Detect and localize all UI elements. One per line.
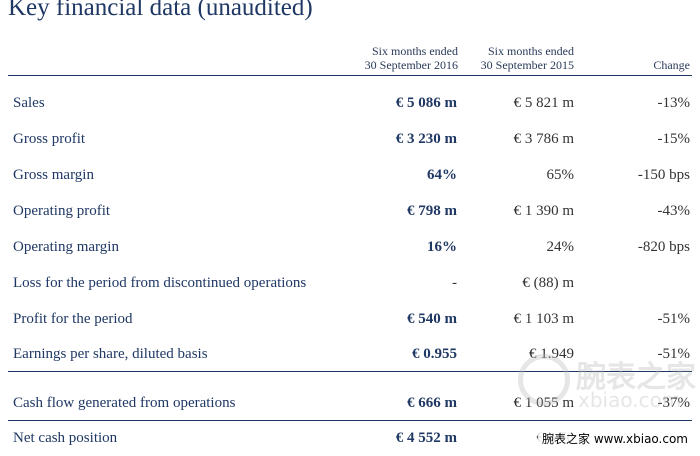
row-label: Net cash position	[13, 430, 118, 446]
table-row: Profit for the period € 540 m € 1 103 m …	[0, 301, 700, 337]
header-divider	[8, 75, 692, 76]
row-change-value: -15%	[657, 131, 691, 147]
column-header-change: Change	[653, 58, 690, 72]
column-header-current: Six months ended 30 September 2016	[365, 44, 458, 72]
row-current-value: € 0.955	[412, 346, 457, 362]
row-current-value: € 666 m	[407, 395, 457, 411]
table-row: Loss for the period from discontinued op…	[0, 265, 700, 301]
page-title: Key financial data (unaudited)	[8, 0, 313, 21]
table-row: Sales € 5 086 m € 5 821 m -13%	[0, 85, 700, 121]
row-divider	[8, 371, 692, 372]
row-previous-value: € 1 055 m	[513, 395, 574, 411]
row-label: Operating profit	[13, 203, 111, 219]
table-row: Gross margin 64% 65% -150 bps	[0, 157, 700, 193]
row-label: Profit for the period	[13, 311, 133, 327]
column-header-current-line1: Six months ended	[372, 44, 458, 58]
row-change-value: -820 bps	[637, 239, 690, 255]
table-row: Earnings per share, diluted basis € 0.95…	[0, 336, 700, 372]
table-row: Operating profit € 798 m € 1 390 m -43%	[0, 193, 700, 229]
row-label: Earnings per share, diluted basis	[13, 346, 208, 362]
row-current-value: -	[452, 275, 457, 291]
row-previous-value: € 3 786 m	[513, 131, 574, 147]
row-change-value: -150 bps	[637, 167, 690, 183]
row-previous-value: € 1 390 m	[513, 203, 574, 219]
column-header-change-label: Change	[653, 58, 690, 72]
row-current-value: € 540 m	[407, 311, 457, 327]
row-label: Gross profit	[13, 131, 86, 147]
row-label: Operating margin	[13, 239, 119, 255]
row-change-value: -51%	[657, 311, 691, 327]
row-previous-value: € 5 821 m	[513, 95, 574, 111]
row-change-value: -51%	[657, 346, 691, 362]
row-previous-value: 24%	[546, 239, 575, 255]
table-row: Gross profit € 3 230 m € 3 786 m -15%	[0, 121, 700, 157]
row-previous-value: 65%	[546, 167, 575, 183]
row-label: Cash flow generated from operations	[13, 395, 236, 411]
row-current-value: € 798 m	[407, 203, 457, 219]
row-current-value: € 4 552 m	[395, 430, 457, 446]
row-previous-value: € 1.949	[529, 346, 574, 362]
row-divider	[8, 420, 692, 421]
column-header-previous-line1: Six months ended	[488, 44, 574, 58]
row-change-value: -43%	[657, 203, 691, 219]
row-label: Sales	[13, 95, 45, 111]
row-previous-value: € 1 103 m	[513, 311, 574, 327]
table-row: Operating margin 16% 24% -820 bps	[0, 229, 700, 265]
watermark-footer: 腕表之家 www.xbiao.com	[538, 430, 692, 448]
row-change-value: -37%	[657, 395, 691, 411]
row-current-value: € 5 086 m	[395, 95, 457, 111]
row-label: Gross margin	[13, 167, 94, 183]
column-header-current-line2: 30 September 2016	[364, 58, 458, 72]
row-current-value: 16%	[427, 239, 457, 255]
row-current-value: 64%	[427, 167, 457, 183]
column-header-previous-line2: 30 September 2015	[480, 58, 574, 72]
row-label: Loss for the period from discontinued op…	[13, 275, 307, 291]
row-previous-value: € (88) m	[522, 275, 574, 291]
row-change-value: -13%	[657, 95, 691, 111]
row-current-value: € 3 230 m	[395, 131, 457, 147]
table-row: Cash flow generated from operations € 66…	[0, 385, 700, 421]
column-header-previous: Six months ended 30 September 2015	[481, 44, 574, 72]
